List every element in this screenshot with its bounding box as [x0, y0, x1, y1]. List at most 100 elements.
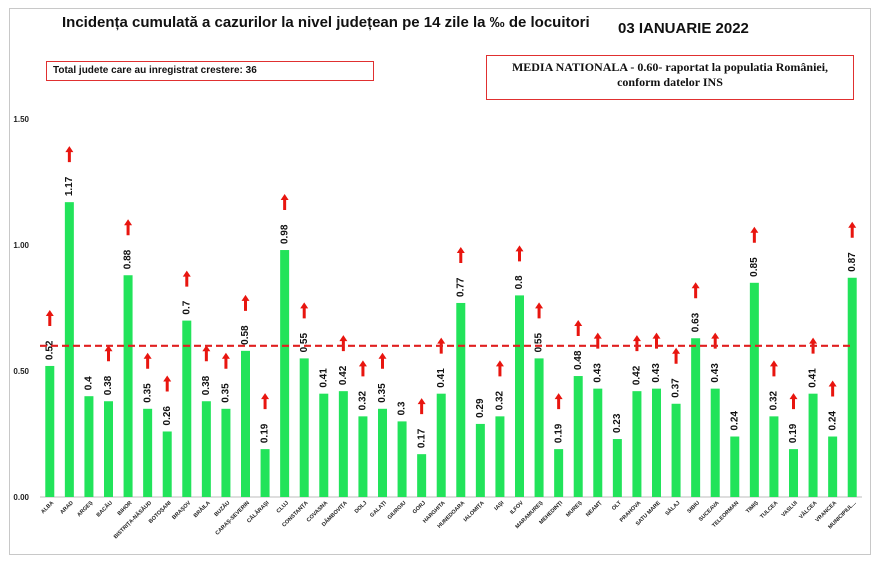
- data-label: 0.42: [632, 365, 643, 385]
- national-average-line1: MEDIA NATIONALA - 0.60- raportat la popu…: [511, 60, 829, 74]
- data-label: 0.29: [475, 398, 486, 418]
- increase-arrow-icon: [104, 345, 113, 362]
- category-label: BRAȘOV: [171, 500, 192, 521]
- increase-arrow-icon: [828, 380, 837, 397]
- bar: [612, 439, 622, 497]
- increase-arrow-icon: [143, 352, 152, 369]
- category-label: CLUJ: [276, 500, 290, 514]
- category-label: IAȘI: [494, 500, 506, 512]
- bar: [495, 416, 505, 497]
- data-label: 0.48: [573, 350, 584, 370]
- data-label: 0.38: [103, 375, 114, 395]
- category-label: SĂLAJ: [664, 499, 682, 517]
- y-tick-label: 1.00: [13, 241, 29, 250]
- bar: [397, 421, 407, 497]
- bar: [417, 454, 427, 497]
- category-label: BIHOR: [117, 500, 134, 517]
- bar: [652, 388, 661, 497]
- increase-arrow-icon: [554, 393, 563, 410]
- data-label: 0.55: [299, 332, 310, 352]
- data-label: 0.43: [592, 363, 603, 383]
- data-label: 0.19: [553, 423, 564, 443]
- increase-arrow-icon: [691, 282, 700, 299]
- increase-arrow-icon: [593, 332, 602, 349]
- increase-arrow-icon: [515, 245, 524, 262]
- bar: [162, 431, 172, 497]
- bar: [671, 403, 681, 497]
- bar: [632, 391, 642, 497]
- bar: [691, 338, 701, 497]
- y-tick-label: 0.50: [13, 367, 29, 376]
- data-label: 0.17: [416, 428, 427, 448]
- bar: [143, 408, 153, 497]
- category-label: TULCEA: [759, 500, 779, 520]
- bar: [280, 250, 290, 497]
- increase-arrow-icon: [163, 375, 172, 392]
- bar: [260, 449, 270, 497]
- increase-arrow-icon: [261, 393, 270, 410]
- increase-arrow-icon: [280, 194, 289, 211]
- bar: [730, 436, 740, 497]
- increase-arrow-icon: [182, 270, 191, 287]
- increase-arrow-icon: [45, 309, 54, 326]
- increase-arrow-icon: [535, 302, 544, 319]
- category-label: ARGEȘ: [76, 500, 94, 518]
- category-label: GIURGIU: [387, 500, 408, 521]
- chart-frame: [9, 8, 871, 555]
- y-tick-label: 0.00: [13, 493, 29, 502]
- increase-arrow-icon: [300, 302, 309, 319]
- bar: [554, 449, 564, 497]
- category-label: BUZĂU: [213, 499, 232, 518]
- bar: [475, 423, 485, 497]
- bar: [378, 408, 387, 497]
- data-label: 0.3: [397, 401, 408, 415]
- bar: [534, 358, 544, 497]
- increase-arrow-icon: [672, 347, 681, 364]
- bar: [45, 365, 55, 497]
- data-label: 0.77: [455, 277, 466, 297]
- category-label: IALOMIȚA: [463, 500, 486, 523]
- data-label: 0.19: [260, 423, 271, 443]
- data-label: 0.41: [436, 368, 447, 388]
- data-label: 0.42: [338, 365, 349, 385]
- data-label: 0.43: [710, 363, 721, 383]
- increase-arrow-icon: [241, 294, 250, 311]
- bar: [847, 277, 857, 497]
- increase-arrow-icon: [574, 320, 583, 337]
- increase-arrow-icon: [339, 335, 348, 352]
- data-label: 0.35: [142, 383, 153, 403]
- data-label: 0.38: [201, 375, 212, 395]
- increase-arrow-icon: [848, 221, 857, 238]
- bar: [123, 275, 133, 497]
- increase-arrow-icon: [456, 246, 465, 263]
- bar: [749, 282, 759, 497]
- data-label: 0.24: [729, 411, 740, 431]
- increase-arrow-icon: [417, 398, 426, 415]
- increase-arrow-icon: [124, 219, 133, 236]
- increase-count-box: Total judete care au inregistrat crester…: [46, 61, 374, 81]
- data-label: 0.32: [769, 390, 780, 410]
- data-label: 0.41: [808, 368, 819, 388]
- category-label: ALBA: [40, 500, 55, 515]
- increase-arrow-icon: [750, 226, 759, 243]
- category-label: GORJ: [412, 500, 427, 515]
- category-label: VASLUI: [781, 500, 800, 519]
- bar: [338, 391, 348, 497]
- chart-date: 03 IANUARIE 2022: [618, 20, 749, 37]
- category-label: ARAD: [59, 500, 74, 515]
- bar: [456, 302, 466, 497]
- data-label: 0.23: [612, 413, 623, 433]
- category-label: TIMIȘ: [745, 500, 760, 515]
- bar: [104, 401, 113, 497]
- data-label: 0.7: [181, 300, 192, 314]
- bar: [710, 388, 720, 497]
- bar: [241, 350, 250, 497]
- data-label: 0.32: [358, 390, 369, 410]
- bar: [358, 416, 368, 497]
- increase-arrow-icon: [495, 360, 504, 377]
- data-label: 0.41: [318, 368, 329, 388]
- data-label: 0.43: [651, 363, 662, 383]
- increase-arrow-icon: [769, 360, 778, 377]
- bar: [201, 401, 211, 497]
